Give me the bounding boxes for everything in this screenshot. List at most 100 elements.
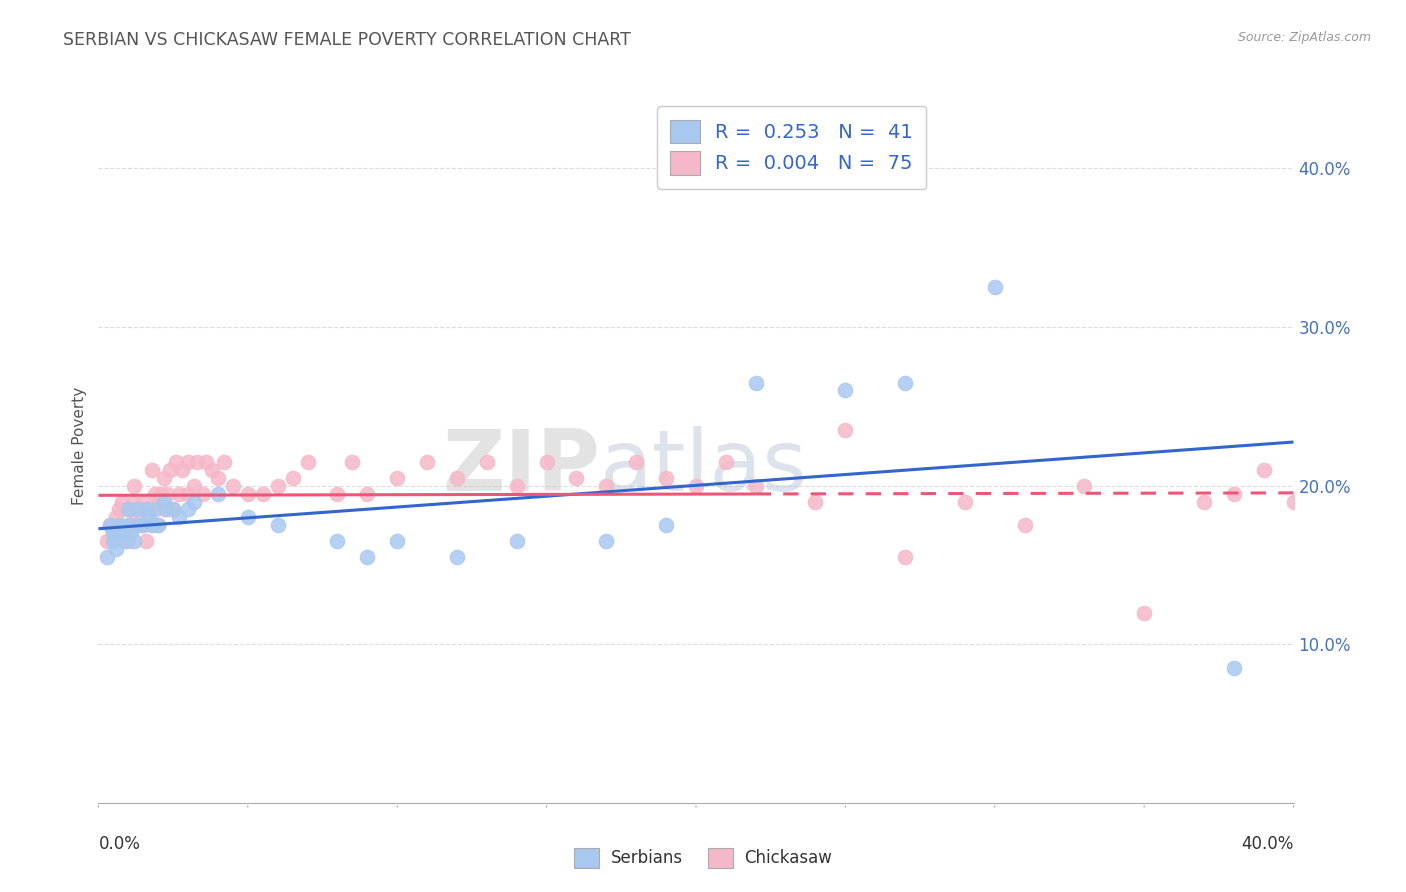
Point (138, 510, 160, 524)
Point (103, 526, 125, 541)
Point (111, 526, 134, 541)
Point (127, 518, 149, 533)
Point (117, 518, 139, 533)
Point (186, 455, 208, 469)
Legend: Serbians, Chickasaw: Serbians, Chickasaw (567, 841, 839, 875)
Point (114, 526, 136, 541)
Point (127, 502, 149, 516)
Point (124, 534, 146, 549)
Point (834, 423, 856, 437)
Point (156, 502, 179, 516)
Text: atlas: atlas (600, 425, 808, 509)
Point (148, 518, 170, 533)
Point (446, 549, 468, 564)
Legend: R =  0.253   N =  41, R =  0.004   N =  75: R = 0.253 N = 41, R = 0.004 N = 75 (657, 106, 927, 188)
Point (141, 518, 163, 533)
Point (475, 455, 498, 469)
Point (153, 502, 176, 516)
Point (207, 471, 229, 485)
Point (1192, 494, 1215, 508)
Point (595, 534, 617, 549)
Text: SERBIAN VS CHICKASAW FEMALE POVERTY CORRELATION CHART: SERBIAN VS CHICKASAW FEMALE POVERTY CORR… (63, 31, 631, 49)
Point (159, 463, 181, 477)
Point (281, 471, 304, 485)
Point (745, 478, 768, 492)
Point (124, 494, 146, 508)
Point (135, 502, 157, 516)
Point (342, 455, 364, 469)
Point (195, 455, 218, 469)
Point (167, 510, 190, 524)
Point (655, 471, 678, 485)
Y-axis label: Female Poverty: Female Poverty (72, 387, 87, 505)
Point (953, 494, 976, 508)
Point (385, 534, 409, 549)
Point (834, 384, 856, 398)
Point (252, 486, 274, 500)
Point (446, 471, 468, 485)
Point (1282, 494, 1305, 508)
Point (132, 518, 155, 533)
Point (165, 455, 187, 469)
Point (172, 463, 194, 477)
Point (212, 455, 235, 469)
Point (127, 518, 149, 533)
Point (111, 494, 134, 508)
Point (114, 534, 136, 549)
Point (124, 478, 146, 492)
Point (132, 518, 155, 533)
Point (326, 534, 349, 549)
Point (96, 534, 118, 549)
Point (103, 526, 125, 541)
Point (148, 518, 170, 533)
Point (685, 478, 707, 492)
Point (150, 486, 173, 500)
Point (1133, 606, 1156, 620)
Point (267, 478, 290, 492)
Point (120, 526, 142, 541)
Text: 40.0%: 40.0% (1241, 835, 1294, 853)
Point (714, 455, 737, 469)
Point (98, 518, 122, 533)
Point (108, 502, 131, 516)
Point (177, 502, 200, 516)
Point (326, 486, 349, 500)
Point (267, 518, 290, 533)
Point (129, 502, 152, 516)
Point (141, 518, 163, 533)
Point (201, 463, 224, 477)
Point (98, 518, 122, 533)
Point (105, 542, 128, 557)
Point (108, 518, 131, 533)
Point (105, 510, 128, 524)
Point (1253, 463, 1275, 477)
Point (162, 502, 184, 516)
Point (804, 494, 827, 508)
Point (626, 455, 648, 469)
Point (536, 455, 558, 469)
Point (120, 518, 142, 533)
Point (1014, 518, 1036, 533)
Point (565, 471, 588, 485)
Point (236, 510, 259, 524)
Point (143, 486, 166, 500)
Text: Source: ZipAtlas.com: Source: ZipAtlas.com (1237, 31, 1371, 45)
Text: 0.0%: 0.0% (98, 835, 141, 853)
Point (148, 494, 170, 508)
Point (236, 486, 259, 500)
Text: ZIP: ZIP (443, 425, 600, 509)
Point (356, 549, 378, 564)
Point (143, 502, 166, 516)
Point (356, 486, 378, 500)
Point (297, 455, 319, 469)
Point (894, 549, 917, 564)
Point (984, 280, 1007, 294)
Point (1223, 486, 1246, 500)
Point (1223, 661, 1246, 675)
Point (177, 455, 200, 469)
Point (103, 534, 125, 549)
Point (506, 478, 529, 492)
Point (127, 510, 149, 524)
Point (117, 502, 139, 516)
Point (135, 534, 157, 549)
